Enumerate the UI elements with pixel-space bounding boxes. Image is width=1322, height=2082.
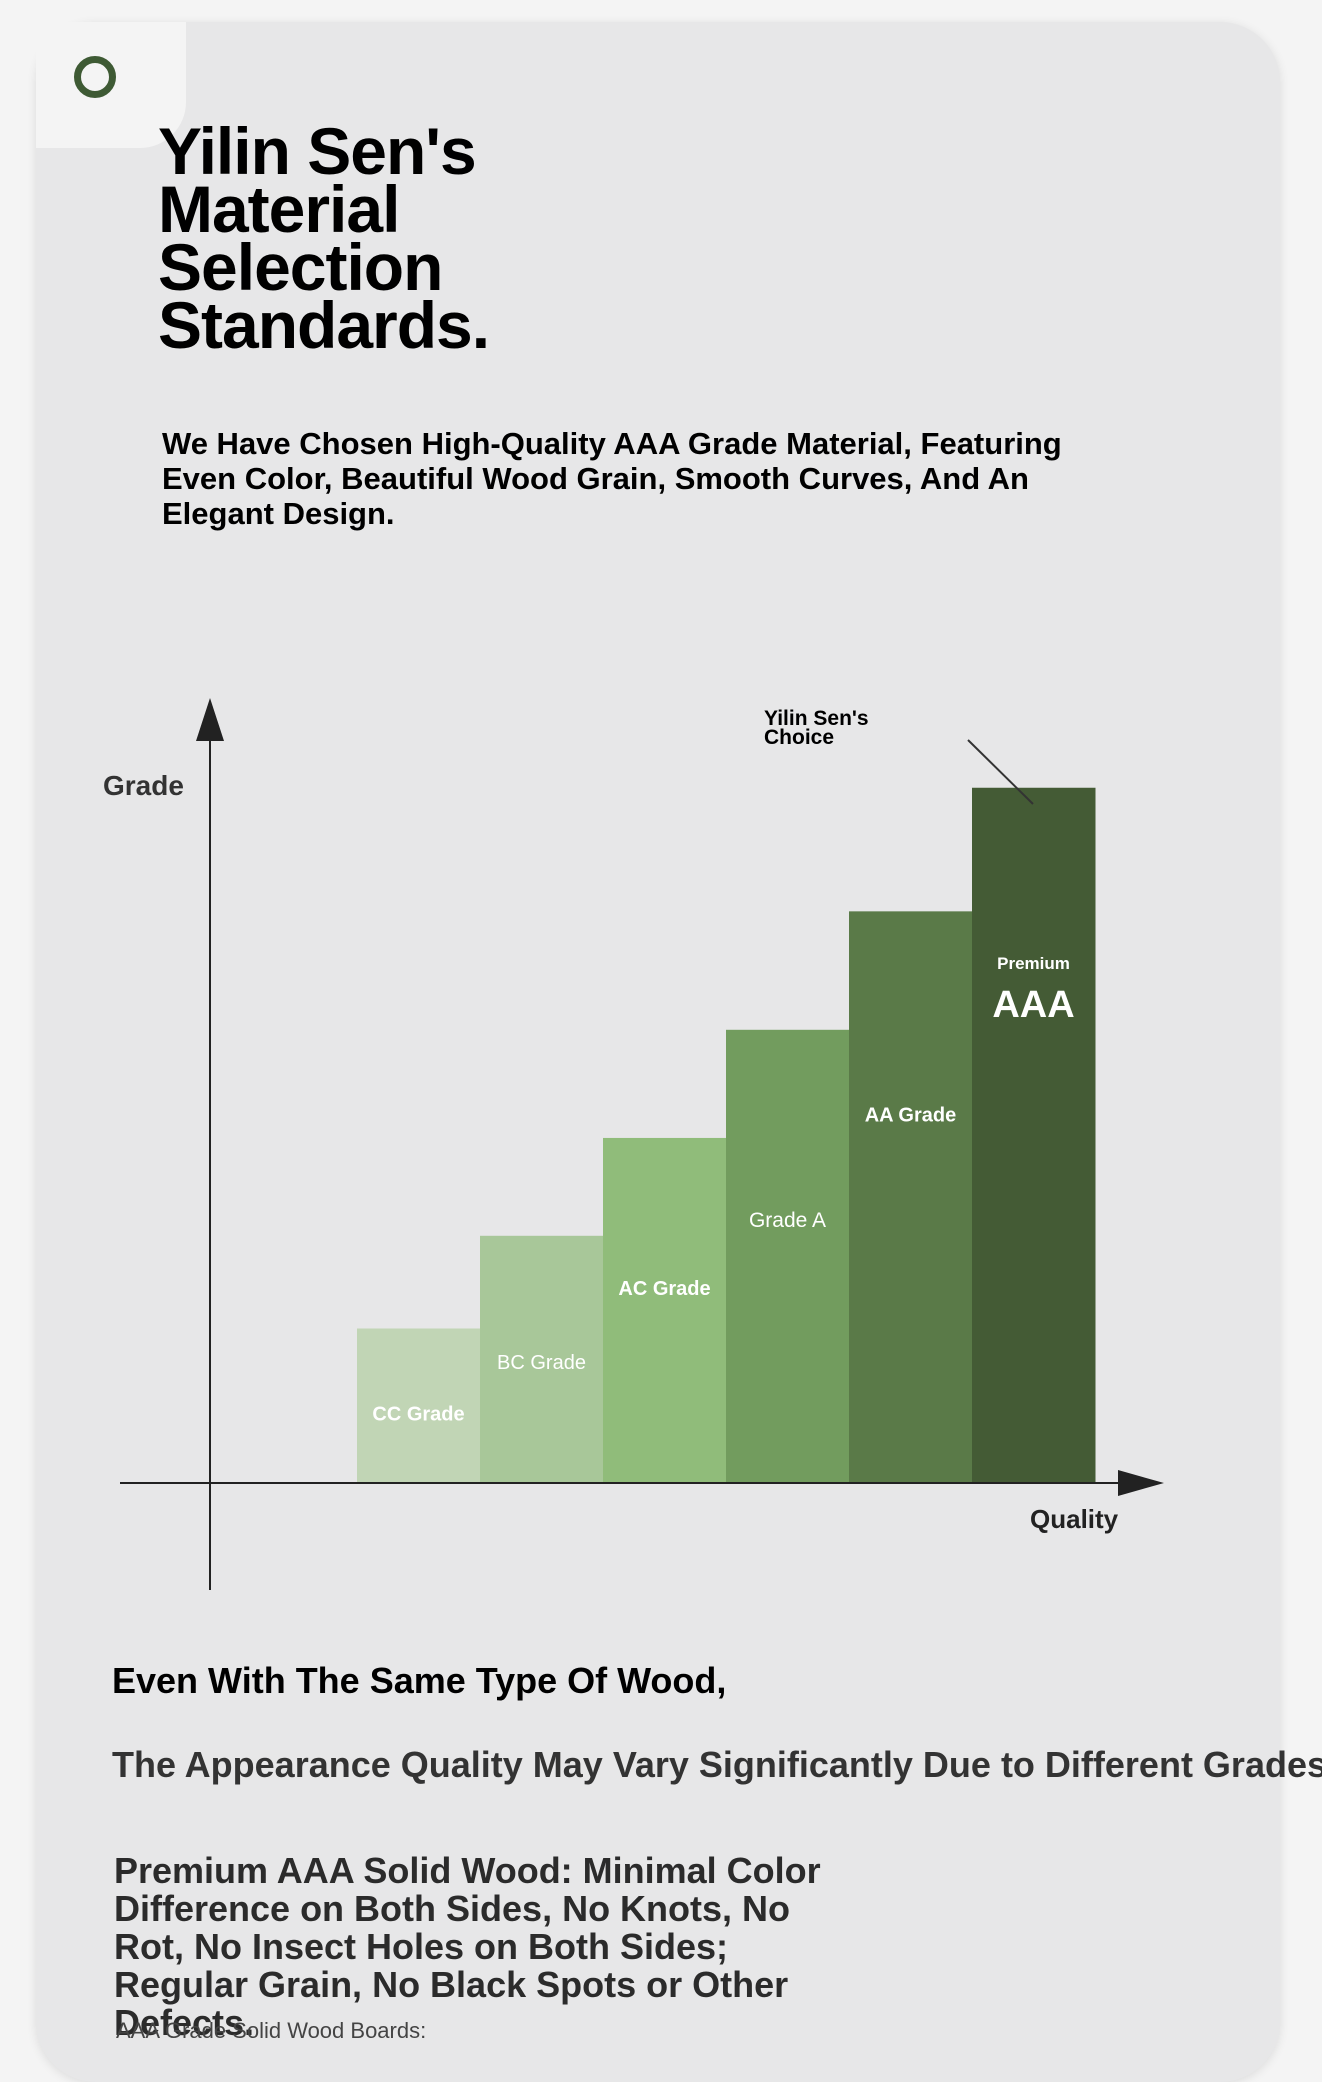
ring-icon xyxy=(74,56,116,98)
bar-label: AAA xyxy=(992,984,1074,1026)
bar-4 xyxy=(726,1029,850,1483)
bar-sublabel: Premium xyxy=(997,954,1070,973)
bar-1 xyxy=(357,1328,481,1483)
bar-label: Grade A xyxy=(749,1209,826,1232)
annotation-text: Yilin Sen's Choice xyxy=(764,707,874,749)
bar-label: AC Grade xyxy=(618,1278,710,1300)
x-axis-arrow xyxy=(1118,1470,1164,1496)
annotation-pointer xyxy=(967,739,1034,805)
bar-3 xyxy=(603,1137,727,1483)
page-title: Yilin Sen's Material Selection Standards… xyxy=(158,114,490,362)
section-subheading: The Appearance Quality May Vary Signific… xyxy=(112,1744,1322,1785)
page-subtitle: We Have Chosen High-Quality AAA Grade Ma… xyxy=(162,426,1062,531)
bar-5 xyxy=(849,911,973,1483)
x-axis-label: Quality xyxy=(1030,1504,1119,1534)
y-axis-arrow xyxy=(196,698,224,741)
section-heading: Even With The Same Type Of Wood, xyxy=(112,1660,727,1701)
bar-label: CC Grade xyxy=(372,1404,464,1426)
bar-6 xyxy=(972,787,1096,1483)
bar-label: AA Grade xyxy=(865,1104,957,1126)
quality-description: Premium AAA Solid Wood: Minimal Color Di… xyxy=(114,1850,821,2043)
bar-label: BC Grade xyxy=(497,1352,586,1374)
bar-2 xyxy=(480,1235,604,1483)
boards-caption: AAA Grade Solid Wood Boards: xyxy=(116,2018,427,2043)
y-axis-label: Grade xyxy=(103,770,184,801)
grade-chart: CC Grade BC Grade AC Grade Grade A AA Grade P… xyxy=(103,698,1164,1590)
